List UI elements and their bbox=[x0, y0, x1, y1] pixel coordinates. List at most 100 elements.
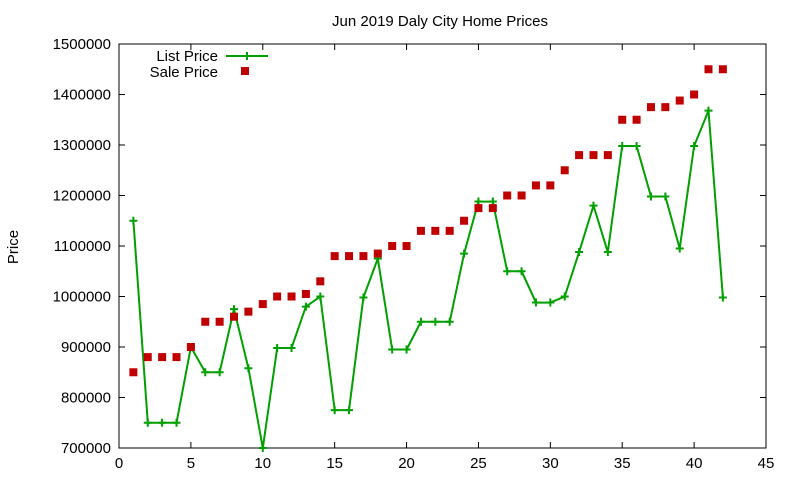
y-tick-label: 1200000 bbox=[53, 188, 111, 205]
list-price-point bbox=[215, 368, 224, 377]
sale-price-point bbox=[143, 353, 152, 362]
list-price-point bbox=[632, 142, 641, 151]
sale-price-point bbox=[460, 216, 469, 225]
sale-price-point bbox=[546, 181, 555, 190]
sale-price-point bbox=[158, 353, 167, 362]
list-price-point bbox=[546, 298, 555, 307]
sale-price-point bbox=[215, 317, 224, 326]
sale-price-point bbox=[661, 103, 670, 112]
list-price-point bbox=[460, 249, 469, 258]
sale-price-point bbox=[589, 151, 598, 160]
legend-marker-list-price bbox=[243, 52, 251, 60]
list-price-point bbox=[287, 344, 296, 353]
legend-label-sale-price: Sale Price bbox=[150, 64, 218, 81]
list-price-point bbox=[330, 406, 339, 415]
x-tick-label: 15 bbox=[326, 455, 343, 472]
list-price-point bbox=[690, 142, 699, 151]
x-tick-label: 35 bbox=[614, 455, 631, 472]
list-price-point bbox=[589, 201, 598, 210]
sale-price-point bbox=[186, 343, 195, 351]
list-price-point bbox=[431, 317, 440, 326]
sale-price-point bbox=[172, 353, 181, 362]
sale-price-point bbox=[603, 151, 612, 160]
list-price-point bbox=[258, 444, 267, 452]
sale-price-point bbox=[287, 292, 296, 301]
list-price-point bbox=[517, 267, 526, 276]
list-price-point bbox=[575, 248, 584, 257]
sale-price-point bbox=[445, 226, 454, 235]
sale-price-point bbox=[230, 312, 239, 321]
y-axis-label: Price bbox=[5, 230, 22, 264]
list-price-point bbox=[646, 192, 655, 201]
sale-price-point bbox=[431, 226, 440, 235]
list-price-point bbox=[388, 345, 397, 354]
sale-price-point bbox=[273, 292, 282, 301]
list-price-point bbox=[704, 106, 713, 115]
sale-price-point bbox=[560, 166, 569, 175]
y-tick-label: 1300000 bbox=[53, 137, 111, 154]
sale-price-point bbox=[258, 300, 267, 309]
list-price-point bbox=[143, 418, 152, 427]
y-tick-label: 900000 bbox=[61, 339, 111, 356]
list-price-point bbox=[359, 293, 368, 302]
sale-price-point bbox=[718, 65, 727, 74]
sale-price-point bbox=[503, 191, 512, 200]
legend: List Price Sale Price bbox=[150, 48, 268, 81]
list-price-point bbox=[718, 293, 727, 302]
x-tick-label: 45 bbox=[758, 455, 775, 472]
list-price-point bbox=[301, 302, 310, 311]
list-price-point bbox=[273, 344, 282, 353]
axis-ticks: 0 5 10 15 20 25 30 35 40 45 700000 800000 900000 1000… bbox=[53, 36, 775, 472]
list-price-point bbox=[445, 317, 454, 326]
sale-price-point bbox=[373, 249, 382, 258]
y-tick-label: 700000 bbox=[61, 440, 111, 457]
sale-price-point bbox=[646, 103, 655, 112]
list-price-point bbox=[172, 418, 181, 427]
x-tick-label: 25 bbox=[470, 455, 487, 472]
sale-price-point bbox=[402, 242, 411, 250]
list-price-point bbox=[618, 142, 627, 151]
chart-title: Jun 2019 Daly City Home Prices bbox=[332, 13, 548, 30]
list-price-point bbox=[316, 292, 325, 301]
list-price-point bbox=[661, 192, 670, 201]
sale-price-point bbox=[690, 90, 699, 99]
sale-price-point bbox=[575, 151, 584, 160]
list-price-point bbox=[201, 368, 210, 377]
y-tick-label: 1100000 bbox=[54, 238, 111, 255]
legend-marker-sale-price bbox=[241, 67, 249, 75]
list-price-point bbox=[531, 298, 540, 307]
sale-price-point bbox=[704, 65, 713, 74]
list-price-point bbox=[230, 305, 239, 314]
sale-price-point bbox=[301, 289, 310, 298]
list-price-point bbox=[158, 418, 167, 427]
y-tick-label: 1400000 bbox=[53, 87, 111, 104]
sale-price-point bbox=[359, 252, 368, 261]
x-tick-label: 0 bbox=[115, 455, 123, 472]
sale-price-point bbox=[488, 204, 497, 213]
sale-price-point bbox=[531, 181, 540, 190]
sale-price-point bbox=[244, 307, 253, 316]
list-price-point bbox=[503, 267, 512, 276]
list-price-point bbox=[402, 345, 411, 354]
x-tick-label: 20 bbox=[398, 455, 415, 472]
y-tick-label: 1500000 bbox=[53, 36, 111, 53]
sale-price-point bbox=[618, 115, 627, 124]
sale-price-point bbox=[129, 368, 138, 377]
y-tick-label: 1000000 bbox=[53, 289, 111, 306]
y-tick-label: 800000 bbox=[61, 390, 111, 407]
list-price-point bbox=[129, 216, 138, 225]
sale-price-point bbox=[474, 204, 483, 213]
sale-price-point bbox=[316, 277, 325, 286]
sale-price-point bbox=[632, 115, 641, 124]
x-tick-label: 5 bbox=[187, 455, 195, 472]
list-price-point bbox=[244, 364, 253, 373]
sale-price-point bbox=[345, 252, 354, 261]
legend-label-list-price: List Price bbox=[156, 48, 218, 65]
x-tick-label: 40 bbox=[686, 455, 703, 472]
sale-price-point bbox=[201, 317, 210, 326]
list-price-point bbox=[345, 406, 354, 415]
sale-price-point bbox=[330, 252, 339, 261]
list-price-point bbox=[675, 244, 684, 253]
